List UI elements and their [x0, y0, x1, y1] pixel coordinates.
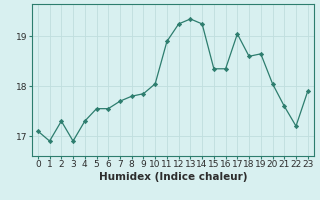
X-axis label: Humidex (Indice chaleur): Humidex (Indice chaleur)	[99, 172, 247, 182]
